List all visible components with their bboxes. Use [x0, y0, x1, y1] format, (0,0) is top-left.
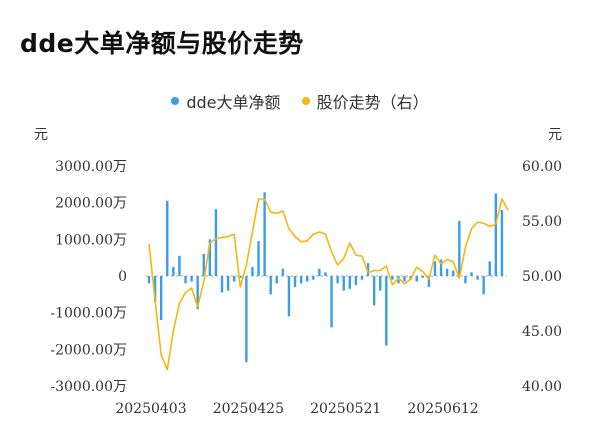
legend-item-dde[interactable]: dde大单净额: [171, 89, 281, 113]
left-tick-label: 0: [118, 269, 127, 285]
bar[interactable]: [348, 276, 351, 289]
bar[interactable]: [214, 209, 218, 276]
bar[interactable]: [287, 276, 291, 317]
bar[interactable]: [476, 276, 479, 280]
right-tick-label: 60.00: [522, 159, 562, 175]
bar[interactable]: [166, 200, 169, 276]
bar[interactable]: [366, 263, 370, 276]
chart-title: dde大单净额与股价走势: [20, 29, 304, 58]
bar[interactable]: [196, 276, 199, 309]
bar[interactable]: [421, 276, 425, 278]
bar[interactable]: [208, 239, 212, 276]
bar[interactable]: [439, 259, 443, 277]
x-tick-label: 20250403: [115, 401, 186, 417]
x-tick-label: 20250521: [310, 401, 381, 417]
price-line[interactable]: [148, 198, 509, 371]
left-tick-label: 2000.00万: [55, 196, 127, 212]
bar[interactable]: [293, 276, 297, 287]
bar[interactable]: [263, 192, 266, 276]
bar[interactable]: [391, 276, 394, 280]
bar[interactable]: [257, 241, 260, 276]
left-tick-label: -2000.00万: [50, 342, 127, 358]
right-tick-label: 50.00: [522, 269, 562, 285]
bar[interactable]: [312, 276, 315, 280]
legend-item-price[interactable]: 股价走势（右）: [301, 89, 429, 113]
x-tick-label: 20250612: [407, 401, 478, 417]
left-tick-label: -3000.00万: [50, 379, 127, 395]
right-tick-label: 40.00: [522, 379, 562, 395]
legend-dot-price: [301, 97, 310, 105]
bar[interactable]: [403, 276, 406, 282]
bar[interactable]: [433, 261, 437, 276]
bar[interactable]: [372, 276, 376, 306]
bar[interactable]: [172, 266, 175, 276]
legend-label-dde: dde大单净额: [186, 93, 281, 112]
left-tick-label: 1000.00万: [55, 232, 127, 248]
legend: dde大单净额 股价走势（右）: [0, 89, 600, 113]
bar[interactable]: [415, 276, 418, 282]
bar[interactable]: [220, 276, 224, 293]
bar[interactable]: [494, 193, 498, 277]
bar[interactable]: [354, 276, 358, 286]
legend-label-price: 股价走势（右）: [316, 93, 429, 112]
bar[interactable]: [500, 210, 504, 276]
bar[interactable]: [299, 276, 303, 284]
bar[interactable]: [445, 268, 449, 276]
bar[interactable]: [330, 276, 333, 328]
bar[interactable]: [482, 276, 485, 295]
x-tick-label: 20250425: [213, 401, 284, 417]
bar[interactable]: [153, 276, 157, 302]
bar[interactable]: [324, 272, 327, 276]
legend-dot-dde: [171, 97, 180, 105]
right-tick-label: 55.00: [522, 214, 562, 230]
bar[interactable]: [281, 268, 285, 276]
left-unit-label: 元: [34, 127, 48, 143]
bar[interactable]: [385, 276, 388, 346]
bar[interactable]: [159, 276, 163, 320]
bar[interactable]: [464, 276, 467, 284]
bar[interactable]: [458, 221, 461, 276]
bar[interactable]: [269, 276, 272, 295]
bar[interactable]: [318, 268, 321, 276]
bar[interactable]: [202, 254, 205, 276]
bar[interactable]: [226, 276, 230, 291]
bar[interactable]: [239, 276, 242, 278]
right-tick-label: 45.00: [522, 324, 562, 340]
bar[interactable]: [245, 276, 248, 363]
left-tick-label: 3000.00万: [55, 159, 127, 175]
bar[interactable]: [470, 272, 473, 276]
bar[interactable]: [360, 276, 364, 280]
bar[interactable]: [306, 276, 309, 282]
bar[interactable]: [184, 276, 187, 284]
bar[interactable]: [147, 276, 151, 284]
bar[interactable]: [190, 276, 193, 282]
bar[interactable]: [379, 276, 382, 291]
left-tick-label: -1000.00万: [50, 306, 127, 322]
bar[interactable]: [251, 266, 254, 276]
bar[interactable]: [232, 276, 236, 282]
bar[interactable]: [427, 276, 431, 287]
bar[interactable]: [342, 276, 345, 291]
bar[interactable]: [178, 255, 181, 276]
right-unit-label: 元: [548, 127, 562, 143]
bar[interactable]: [452, 270, 455, 277]
bar[interactable]: [275, 276, 278, 284]
bar[interactable]: [488, 261, 491, 276]
bar[interactable]: [336, 276, 339, 284]
bar[interactable]: [397, 276, 400, 284]
